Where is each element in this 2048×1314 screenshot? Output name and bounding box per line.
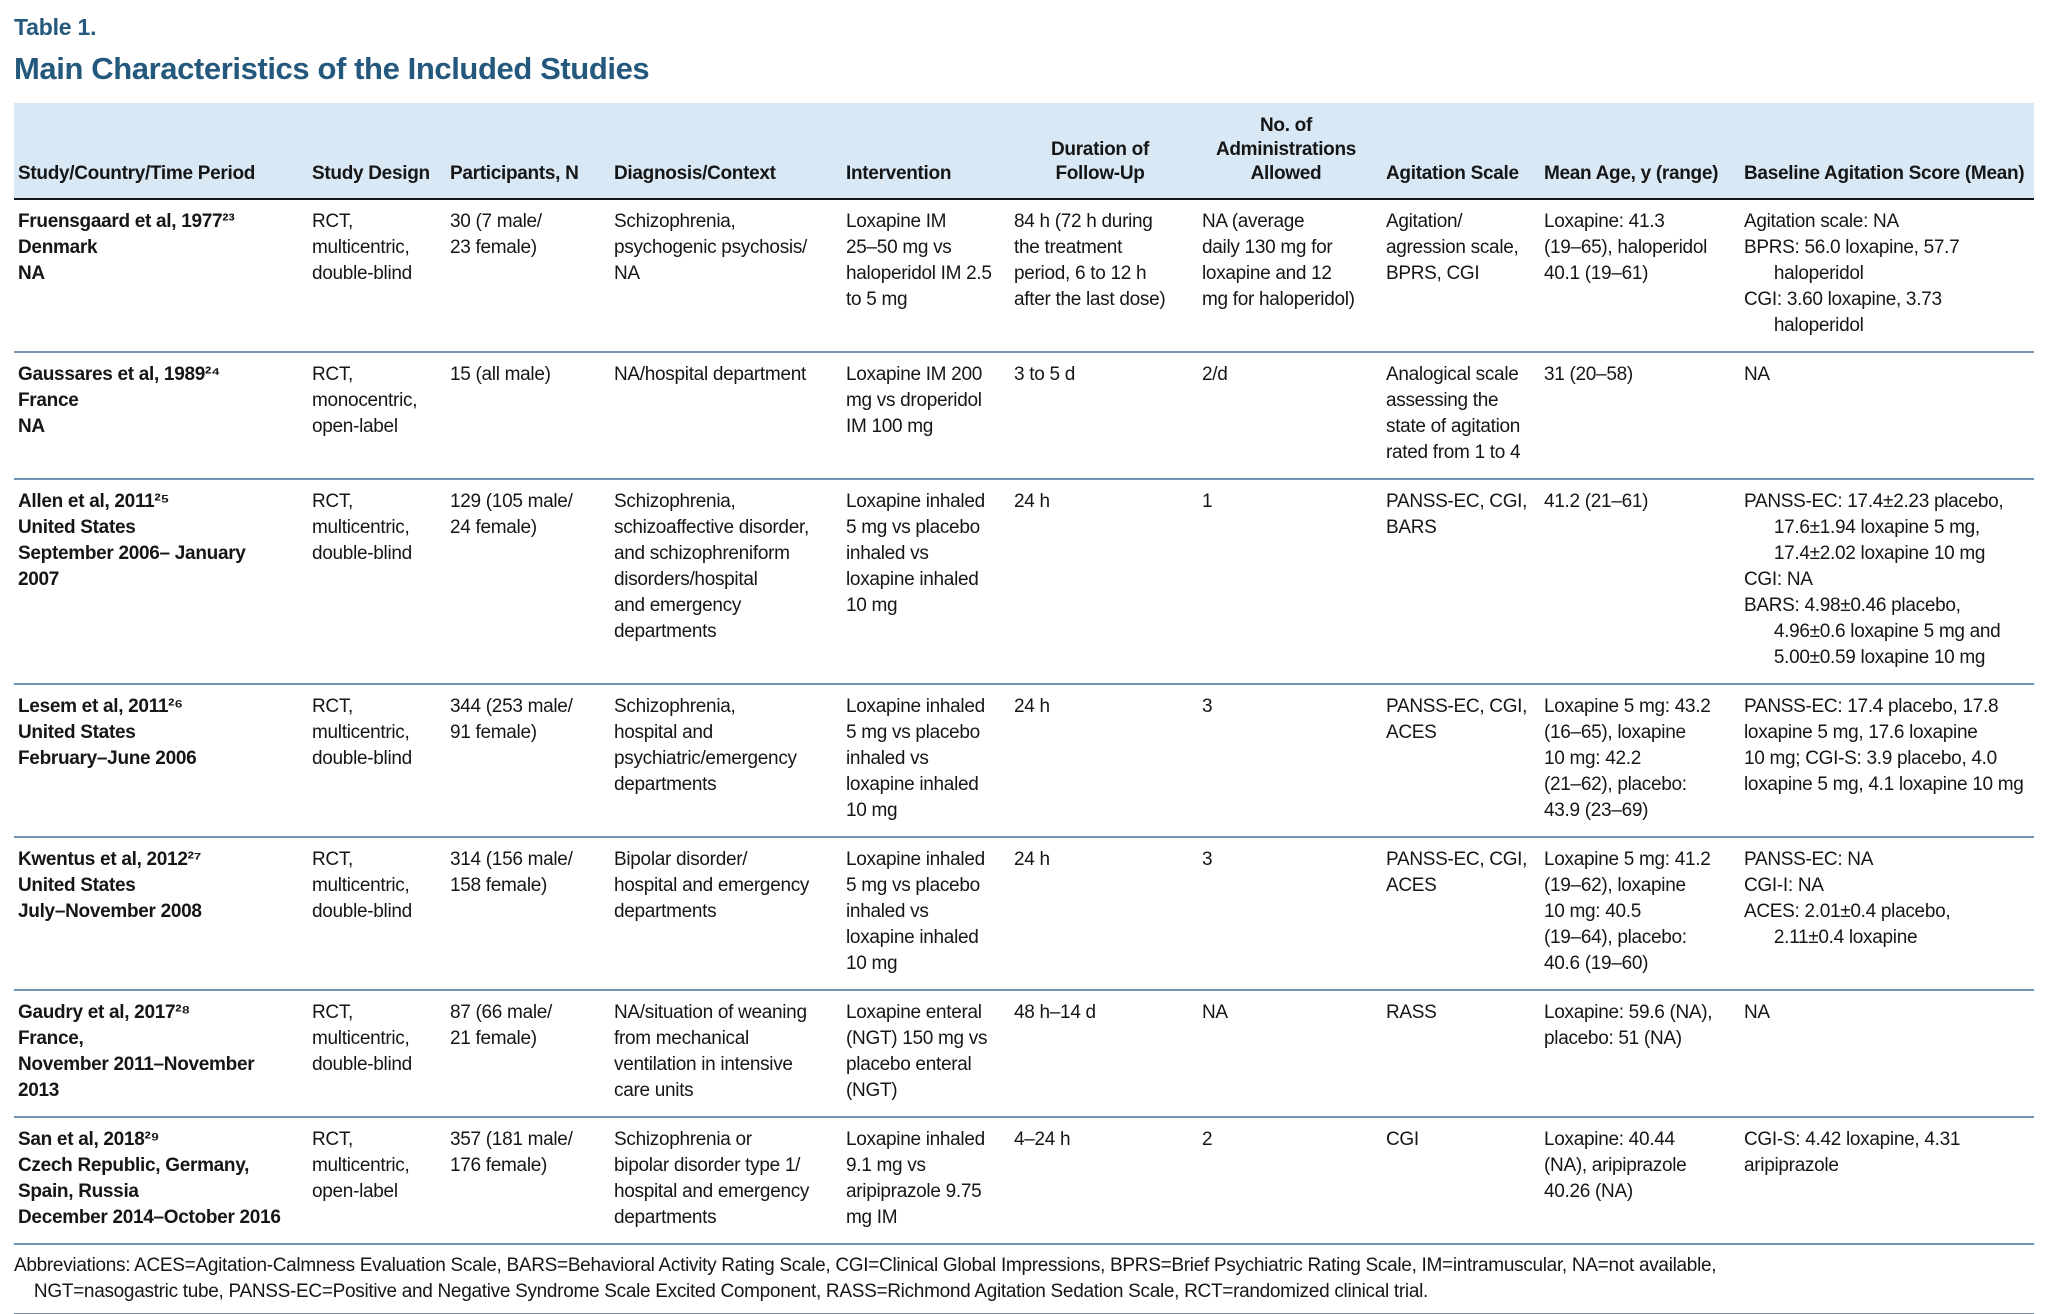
cell-diagnosis: Schizophrenia, hospital and psychiatric/… xyxy=(614,696,797,795)
cell-diagnosis: NA/hospital department xyxy=(614,364,806,385)
cell-scale: Agitation/ agression scale, BPRS, CGI xyxy=(1386,211,1519,284)
cell-diagnosis: Bipolar disorder/ hospital and emergency… xyxy=(614,849,810,922)
cell-baseline: PANSS-EC: NA CGI-I: NA ACES: 2.01±0.4 pl… xyxy=(1744,849,1951,948)
table-row: Lesem et al, 2011²⁶ United States Februa… xyxy=(14,684,2034,837)
cell-intervention: Loxapine IM 25–50 mg vs haloperidol IM 2… xyxy=(846,211,992,310)
cell-design: RCT, multicentric, double-blind xyxy=(312,1002,412,1075)
cell-study: Lesem et al, 2011²⁶ United States Februa… xyxy=(18,696,197,769)
table-row: San et al, 2018²⁹ Czech Republic, German… xyxy=(14,1117,2034,1244)
cell-administrations: 2 xyxy=(1202,1129,1213,1150)
cell-intervention: Loxapine inhaled 5 mg vs placebo inhaled… xyxy=(846,849,985,974)
cell-scale: CGI xyxy=(1386,1129,1419,1150)
col-header-study: Study/Country/Time Period xyxy=(14,103,304,199)
table-row: Gaussares et al, 1989²⁴ France NA RCT, m… xyxy=(14,352,2034,479)
cell-participants: 30 (7 male/ 23 female) xyxy=(450,211,542,258)
cell-design: RCT, monocentric, open-label xyxy=(312,364,418,437)
cell-intervention: Loxapine inhaled 5 mg vs placebo inhaled… xyxy=(846,696,985,821)
cell-participants: 344 (253 male/ 91 female) xyxy=(450,696,573,743)
cell-administrations: 3 xyxy=(1202,849,1213,870)
col-header-design: Study Design xyxy=(304,103,442,199)
col-header-participants: Participants, N xyxy=(442,103,606,199)
cell-age: Loxapine: 59.6 (NA), placebo: 51 (NA) xyxy=(1544,1002,1713,1049)
cell-design: RCT, multicentric, double-blind xyxy=(312,849,412,922)
cell-baseline: Agitation scale: NA BPRS: 56.0 loxapine,… xyxy=(1744,211,1960,336)
cell-duration: 24 h xyxy=(1014,849,1050,870)
cell-duration: 24 h xyxy=(1014,696,1050,717)
cell-intervention: Loxapine IM 200 mg vs droperidol IM 100 … xyxy=(846,364,982,437)
cell-diagnosis: Schizophrenia, psychogenic psychosis/ NA xyxy=(614,211,808,284)
cell-duration: 4–24 h xyxy=(1014,1129,1071,1150)
cell-participants: 129 (105 male/ 24 female) xyxy=(450,491,573,538)
abbreviations-footnote: Abbreviations: ACES=Agitation-Calmness E… xyxy=(14,1255,1717,1302)
cell-design: RCT, multicentric, double-blind xyxy=(312,491,412,564)
table-label: Table 1. xyxy=(14,14,97,40)
cell-age: Loxapine: 41.3 (19–65), haloperidol 40.1… xyxy=(1544,211,1708,284)
cell-administrations: NA xyxy=(1202,1002,1228,1023)
col-header-diagnosis: Diagnosis/Context xyxy=(606,103,838,199)
cell-participants: 314 (156 male/ 158 female) xyxy=(450,849,573,896)
col-header-baseline: Baseline Agitation Score (Mean) xyxy=(1736,103,2034,199)
cell-scale: Analogical scale assessing the state of … xyxy=(1386,364,1521,463)
cell-study: Fruensgaard et al, 1977²³ Denmark NA xyxy=(18,211,235,284)
cell-diagnosis: Schizophrenia or bipolar disorder type 1… xyxy=(614,1129,810,1228)
cell-participants: 357 (181 male/ 176 female) xyxy=(450,1129,573,1176)
cell-age: Loxapine 5 mg: 41.2 (19–62), loxapine 10… xyxy=(1544,849,1711,974)
col-header-scale: Agitation Scale xyxy=(1378,103,1536,199)
cell-diagnosis: NA/situation of weaning from mechanical … xyxy=(614,1002,807,1101)
table-body: Fruensgaard et al, 1977²³ Denmark NA RCT… xyxy=(14,199,2034,1244)
cell-administrations: 2/d xyxy=(1202,364,1228,385)
cell-design: RCT, multicentric, double-blind xyxy=(312,211,412,284)
cell-baseline: PANSS-EC: 17.4±2.23 placebo, 17.6±1.94 l… xyxy=(1744,491,2004,668)
cell-study: Kwentus et al, 2012²⁷ United States July… xyxy=(18,849,202,922)
cell-participants: 87 (66 male/ 21 female) xyxy=(450,1002,553,1049)
cell-age: 31 (20–58) xyxy=(1544,364,1633,385)
cell-study: Allen et al, 2011²⁵ United States Septem… xyxy=(18,491,246,590)
col-header-duration: Duration of Follow-Up xyxy=(1006,103,1194,199)
cell-duration: 48 h–14 d xyxy=(1014,1002,1096,1023)
col-header-administrations: No. of Administrations Allowed xyxy=(1194,103,1378,199)
cell-age: Loxapine: 40.44 (NA), aripiprazole 40.26… xyxy=(1544,1129,1687,1202)
cell-scale: PANSS-EC, CGI, BARS xyxy=(1386,491,1528,538)
table-row: Allen et al, 2011²⁵ United States Septem… xyxy=(14,479,2034,684)
cell-baseline: CGI-S: 4.42 loxapine, 4.31 aripiprazole xyxy=(1744,1129,1961,1176)
cell-diagnosis: Schizophrenia, schizoaffective disorder,… xyxy=(614,491,809,642)
table-header: Study/Country/Time Period Study Design P… xyxy=(14,103,2034,199)
cell-baseline: NA xyxy=(1744,364,1770,385)
cell-age: 41.2 (21–61) xyxy=(1544,491,1649,512)
cell-study: San et al, 2018²⁹ Czech Republic, German… xyxy=(18,1129,281,1228)
cell-scale: PANSS-EC, CGI, ACES xyxy=(1386,849,1528,896)
table-row: Fruensgaard et al, 1977²³ Denmark NA RCT… xyxy=(14,199,2034,352)
page-title: Main Characteristics of the Included Stu… xyxy=(14,51,650,86)
cell-study: Gaussares et al, 1989²⁴ France NA xyxy=(18,364,221,437)
cell-administrations: 3 xyxy=(1202,696,1213,717)
cell-duration: 3 to 5 d xyxy=(1014,364,1075,385)
cell-baseline: PANSS-EC: 17.4 placebo, 17.8 loxapine 5 … xyxy=(1744,696,2024,795)
cell-duration: 84 h (72 h during the treatment period, … xyxy=(1014,211,1166,310)
table-row: Gaudry et al, 2017²⁸ France, November 20… xyxy=(14,990,2034,1117)
cell-age: Loxapine 5 mg: 43.2 (16–65), loxapine 10… xyxy=(1544,696,1711,821)
col-header-intervention: Intervention xyxy=(838,103,1006,199)
cell-intervention: Loxapine inhaled 5 mg vs placebo inhaled… xyxy=(846,491,985,616)
cell-baseline: NA xyxy=(1744,1002,1770,1023)
cell-design: RCT, multicentric, open-label xyxy=(312,1129,410,1202)
cell-design: RCT, multicentric, double-blind xyxy=(312,696,412,769)
cell-administrations: 1 xyxy=(1202,491,1213,512)
cell-duration: 24 h xyxy=(1014,491,1050,512)
col-header-age: Mean Age, y (range) xyxy=(1536,103,1736,199)
header-row: Study/Country/Time Period Study Design P… xyxy=(14,103,2034,199)
cell-participants: 15 (all male) xyxy=(450,364,551,385)
cell-scale: PANSS-EC, CGI, ACES xyxy=(1386,696,1528,743)
cell-scale: RASS xyxy=(1386,1002,1437,1023)
cell-administrations: NA (average daily 130 mg for loxapine an… xyxy=(1202,211,1355,310)
cell-study: Gaudry et al, 2017²⁸ France, November 20… xyxy=(18,1002,255,1101)
cell-intervention: Loxapine enteral (NGT) 150 mg vs placebo… xyxy=(846,1002,988,1101)
cell-intervention: Loxapine inhaled 9.1 mg vs aripiprazole … xyxy=(846,1129,985,1228)
studies-table: Study/Country/Time Period Study Design P… xyxy=(14,103,2034,1245)
table-row: Kwentus et al, 2012²⁷ United States July… xyxy=(14,837,2034,990)
